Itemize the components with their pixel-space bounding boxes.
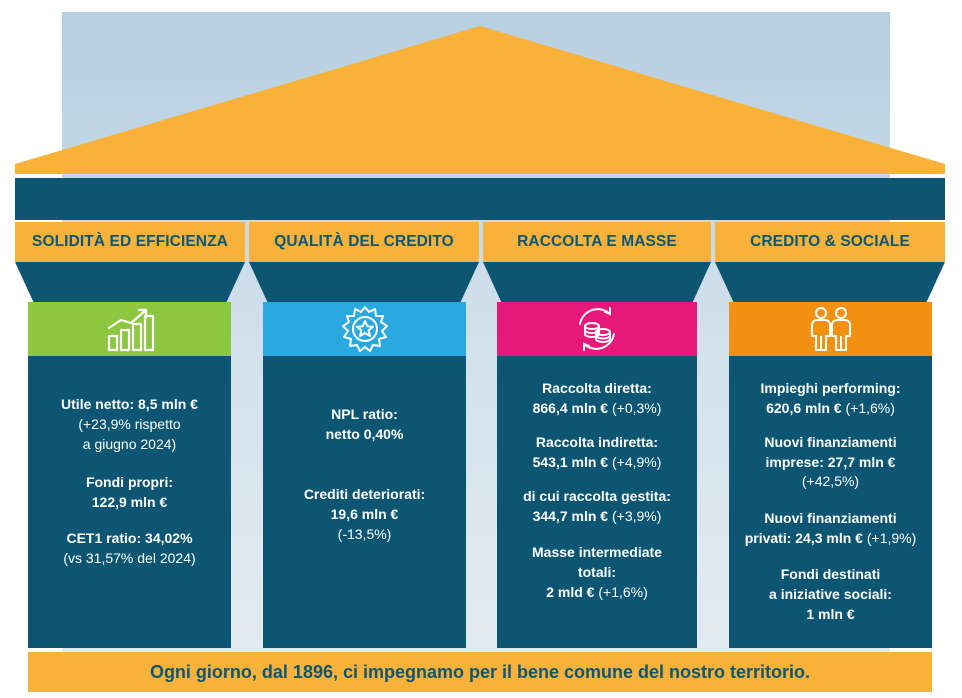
utile-delta: (+23,9% rispetto [78,416,181,432]
raccolta-diretta-value: 866,4 mln € [532,400,609,416]
pillar-qualita: NPL ratio: netto 0,40% Crediti deteriora… [263,356,466,648]
masse-intermediate-label: Masse intermediate [532,544,662,560]
finanziamenti-imprese-delta: (+42,5%) [801,473,860,489]
raccolta-indiretta-value: 543,1 mln € [532,454,609,470]
footer-banner: Ogni giorno, dal 1896, ci impegnamo per … [28,652,932,692]
npl-ratio-value: netto 0,40% [325,426,404,442]
raccolta-indiretta-delta: (+4,9%) [608,454,662,470]
pillar-raccolta: Raccolta diretta: 866,4 mln € (+0,3%) Ra… [497,356,697,648]
finanziamenti-privati-delta: (+1,9%) [862,530,917,546]
masse-intermediate-label-2: totali: [577,564,617,580]
npl-ratio-label: NPL ratio: [331,406,398,422]
icon-band-qualita [263,302,466,356]
utile-delta-ref: a giugno 2024) [82,436,177,452]
finanziamenti-privati-label: Nuovi finanziamenti [764,510,897,526]
raccolta-diretta-delta: (+0,3%) [608,400,662,416]
fondi-propri-label: Fondi propri: [85,474,174,490]
pillar-capital [715,262,945,302]
pillar-capital [483,262,711,302]
impieghi-label: Impieghi performing: [760,380,901,396]
pillar-capital [15,262,245,302]
people-icon [810,307,851,351]
raccolta-gestita-label: di cui raccolta gestita: [523,488,671,504]
finanziamenti-imprese-label: Nuovi finanziamenti [764,434,897,450]
column-title: RACCOLTA E MASSE [517,233,677,250]
finanziamenti-privati-value: privati: 24,3 mln € [744,530,863,546]
temple-roof [15,26,945,174]
fondi-sociali-value: 1 mln € [806,606,855,622]
column-title: CREDITO & SOCIALE [750,233,910,250]
utile-netto: Utile netto: 8,5 mln € [61,396,198,412]
fondi-sociali-label: Fondi destinati [780,566,881,582]
raccolta-gestita-delta: (+3,9%) [608,508,662,524]
raccolta-indiretta-label: Raccolta indiretta: [535,434,659,450]
column-header-credito: CREDITO & SOCIALE [715,222,945,262]
fondi-sociali-label-2: a iniziative sociali: [769,586,892,602]
raccolta-diretta-label: Raccolta diretta: [542,380,652,396]
impieghi-value: 620,6 mln € [766,400,842,416]
masse-intermediate-value: 2 mld € [546,584,595,600]
icon-band-credito [729,302,932,356]
growth-chart-icon [107,308,154,352]
cet1-compare: (vs 31,57% del 2024) [63,550,196,566]
quality-badge-icon [341,306,388,352]
crediti-deteriorati-value: 19,6 mln € [330,506,399,522]
column-title: QUALITÀ DEL CREDITO [274,233,454,250]
finanziamenti-imprese-value: imprese: 27,7 mln € [765,454,896,470]
raccolta-gestita-value: 344,7 mln € [532,508,609,524]
roof-pediment [15,26,945,174]
pillar-credito: Impieghi performing: 620,6 mln € (+1,6%)… [729,356,932,648]
crediti-deteriorati-label: Crediti deteriorati: [303,486,426,502]
coins-cycle-icon [579,307,615,351]
pillar-solidita: Utile netto: 8,5 mln € (+23,9% rispetto … [28,356,231,648]
masse-intermediate-delta: (+1,6%) [594,584,648,600]
column-header-solidita: SOLIDITÀ ED EFFICIENZA [15,222,245,262]
entablature [15,178,945,220]
icon-band-raccolta [497,302,697,356]
crediti-deteriorati-delta: (-13,5%) [337,526,392,542]
column-title: SOLIDITÀ ED EFFICIENZA [32,233,228,250]
column-header-raccolta: RACCOLTA E MASSE [483,222,711,262]
impieghi-delta: (+1,6%) [841,400,895,416]
fondi-propri-value: 122,9 mln € [91,494,168,510]
icon-band-solidita [28,302,231,356]
column-header-qualita: QUALITÀ DEL CREDITO [249,222,479,262]
cet1-ratio: CET1 ratio: 34,02% [66,530,193,546]
pillar-capital [249,262,479,302]
footer-text: Ogni giorno, dal 1896, ci impegnamo per … [149,661,811,682]
